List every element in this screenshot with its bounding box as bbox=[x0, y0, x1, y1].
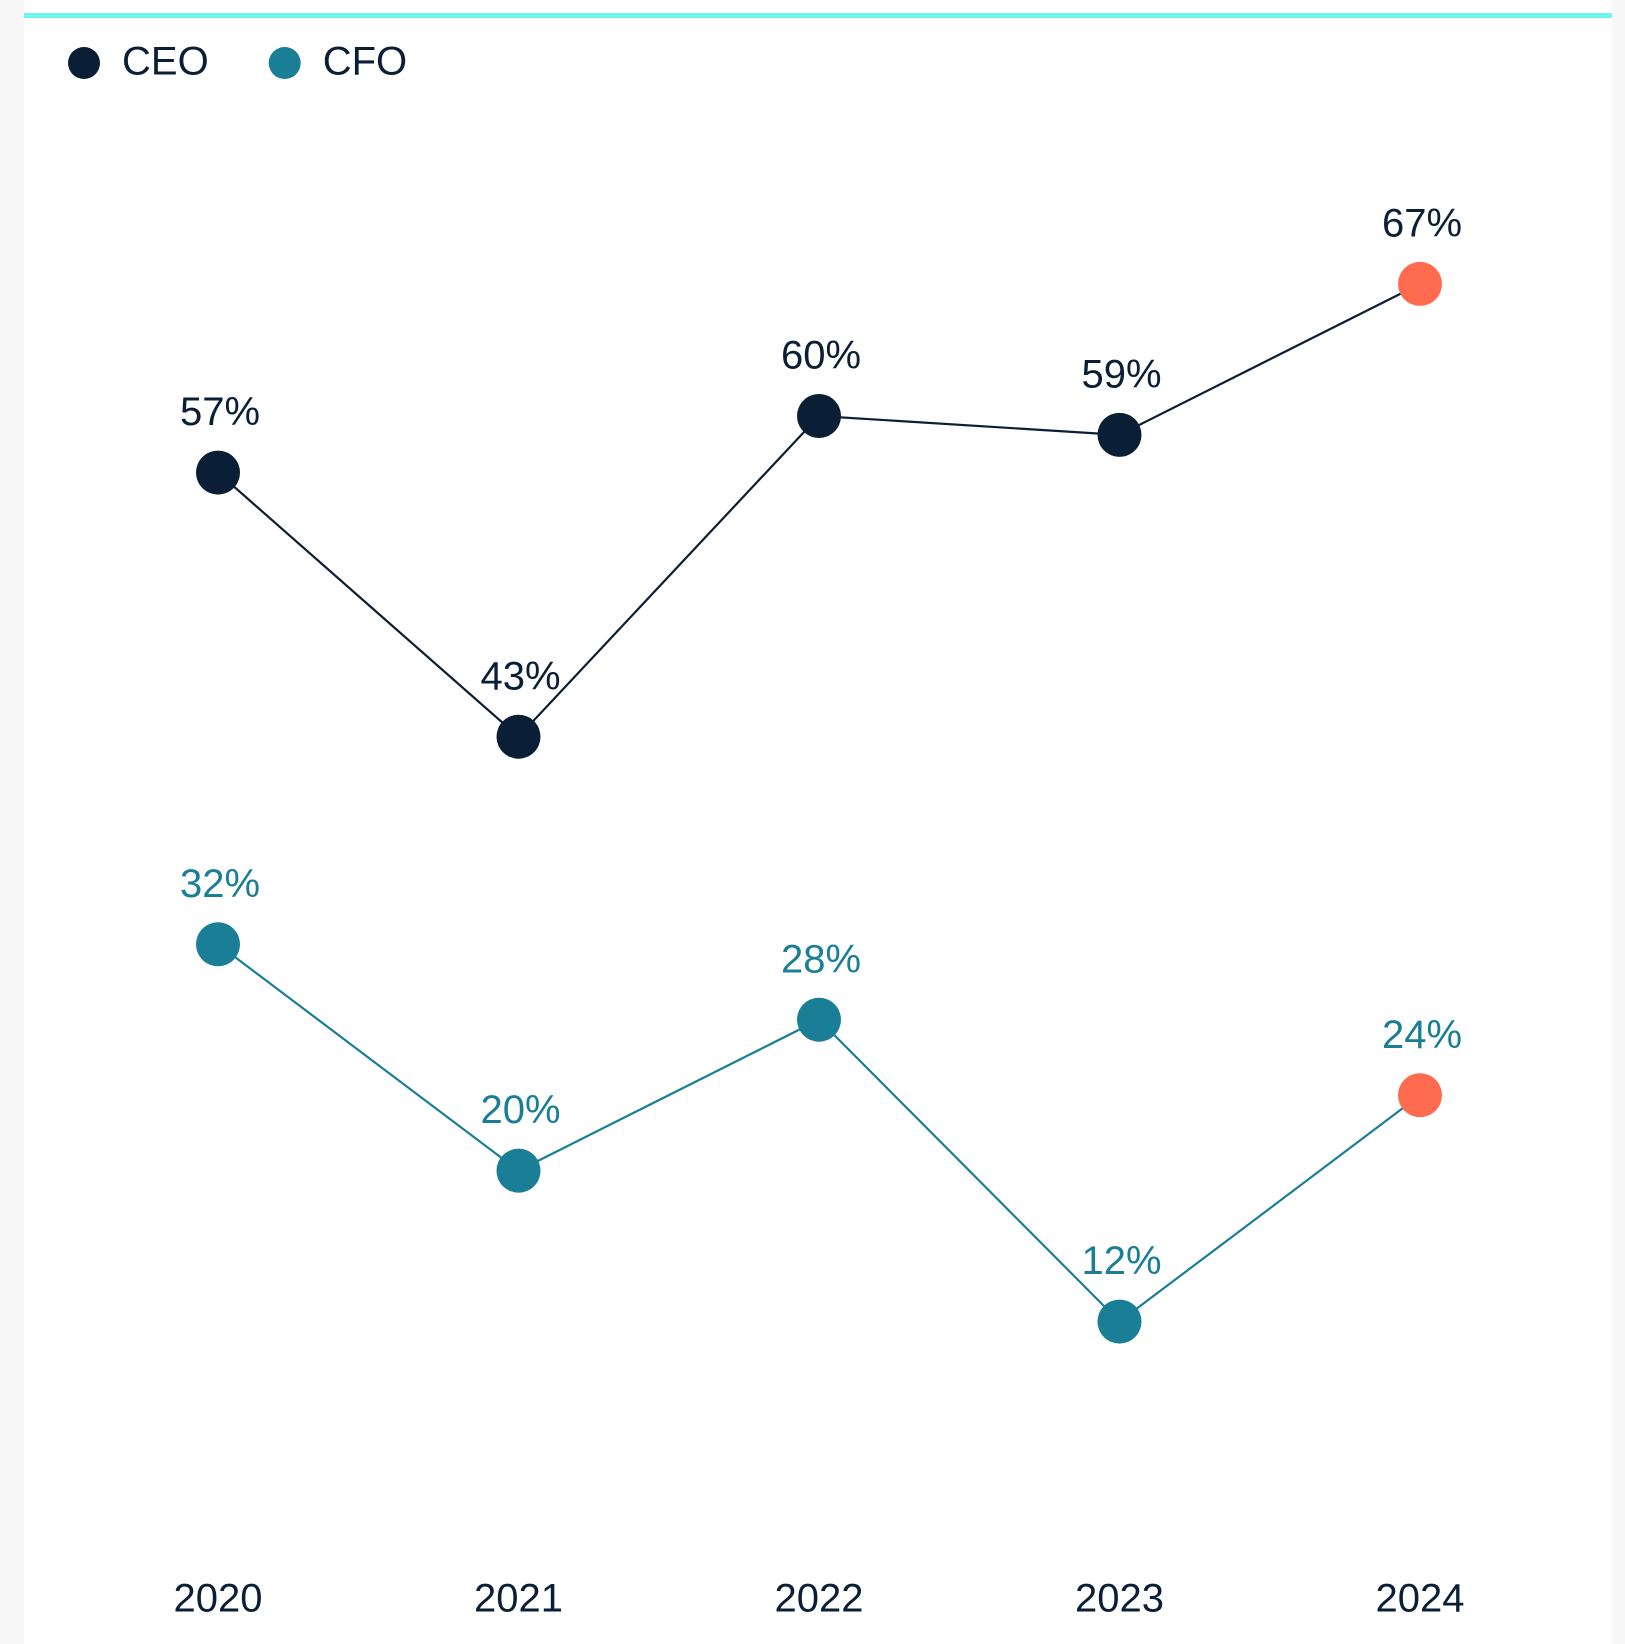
data-label: 43% bbox=[480, 654, 560, 698]
legend-label: CFO bbox=[323, 40, 407, 84]
data-label: 67% bbox=[1382, 201, 1462, 245]
point bbox=[196, 450, 240, 495]
x-tick-label: 2024 bbox=[1376, 1577, 1465, 1621]
data-label: 20% bbox=[480, 1088, 560, 1132]
point bbox=[196, 922, 240, 967]
x-tick-label: 2021 bbox=[474, 1577, 563, 1621]
point bbox=[496, 714, 541, 759]
point bbox=[797, 997, 841, 1042]
legend-marker bbox=[68, 47, 100, 79]
point bbox=[1398, 261, 1442, 306]
data-label: 28% bbox=[781, 937, 861, 981]
legend-label: CEO bbox=[122, 40, 209, 84]
point bbox=[1398, 1073, 1442, 1118]
point bbox=[1097, 412, 1142, 457]
point bbox=[1097, 1299, 1142, 1344]
top-border bbox=[24, 13, 1612, 18]
data-label: 59% bbox=[1081, 352, 1161, 396]
data-label: 32% bbox=[180, 862, 260, 906]
panel bbox=[24, 0, 1612, 1644]
point bbox=[797, 394, 841, 438]
data-label: 60% bbox=[781, 334, 861, 378]
point bbox=[496, 1148, 541, 1193]
legend-marker bbox=[268, 47, 301, 79]
x-tick-label: 2023 bbox=[1075, 1577, 1164, 1621]
x-tick-label: 2020 bbox=[174, 1577, 263, 1621]
data-label: 57% bbox=[180, 390, 260, 434]
x-tick-label: 2022 bbox=[775, 1577, 864, 1621]
data-label: 24% bbox=[1382, 1013, 1462, 1057]
data-label: 12% bbox=[1081, 1239, 1161, 1283]
